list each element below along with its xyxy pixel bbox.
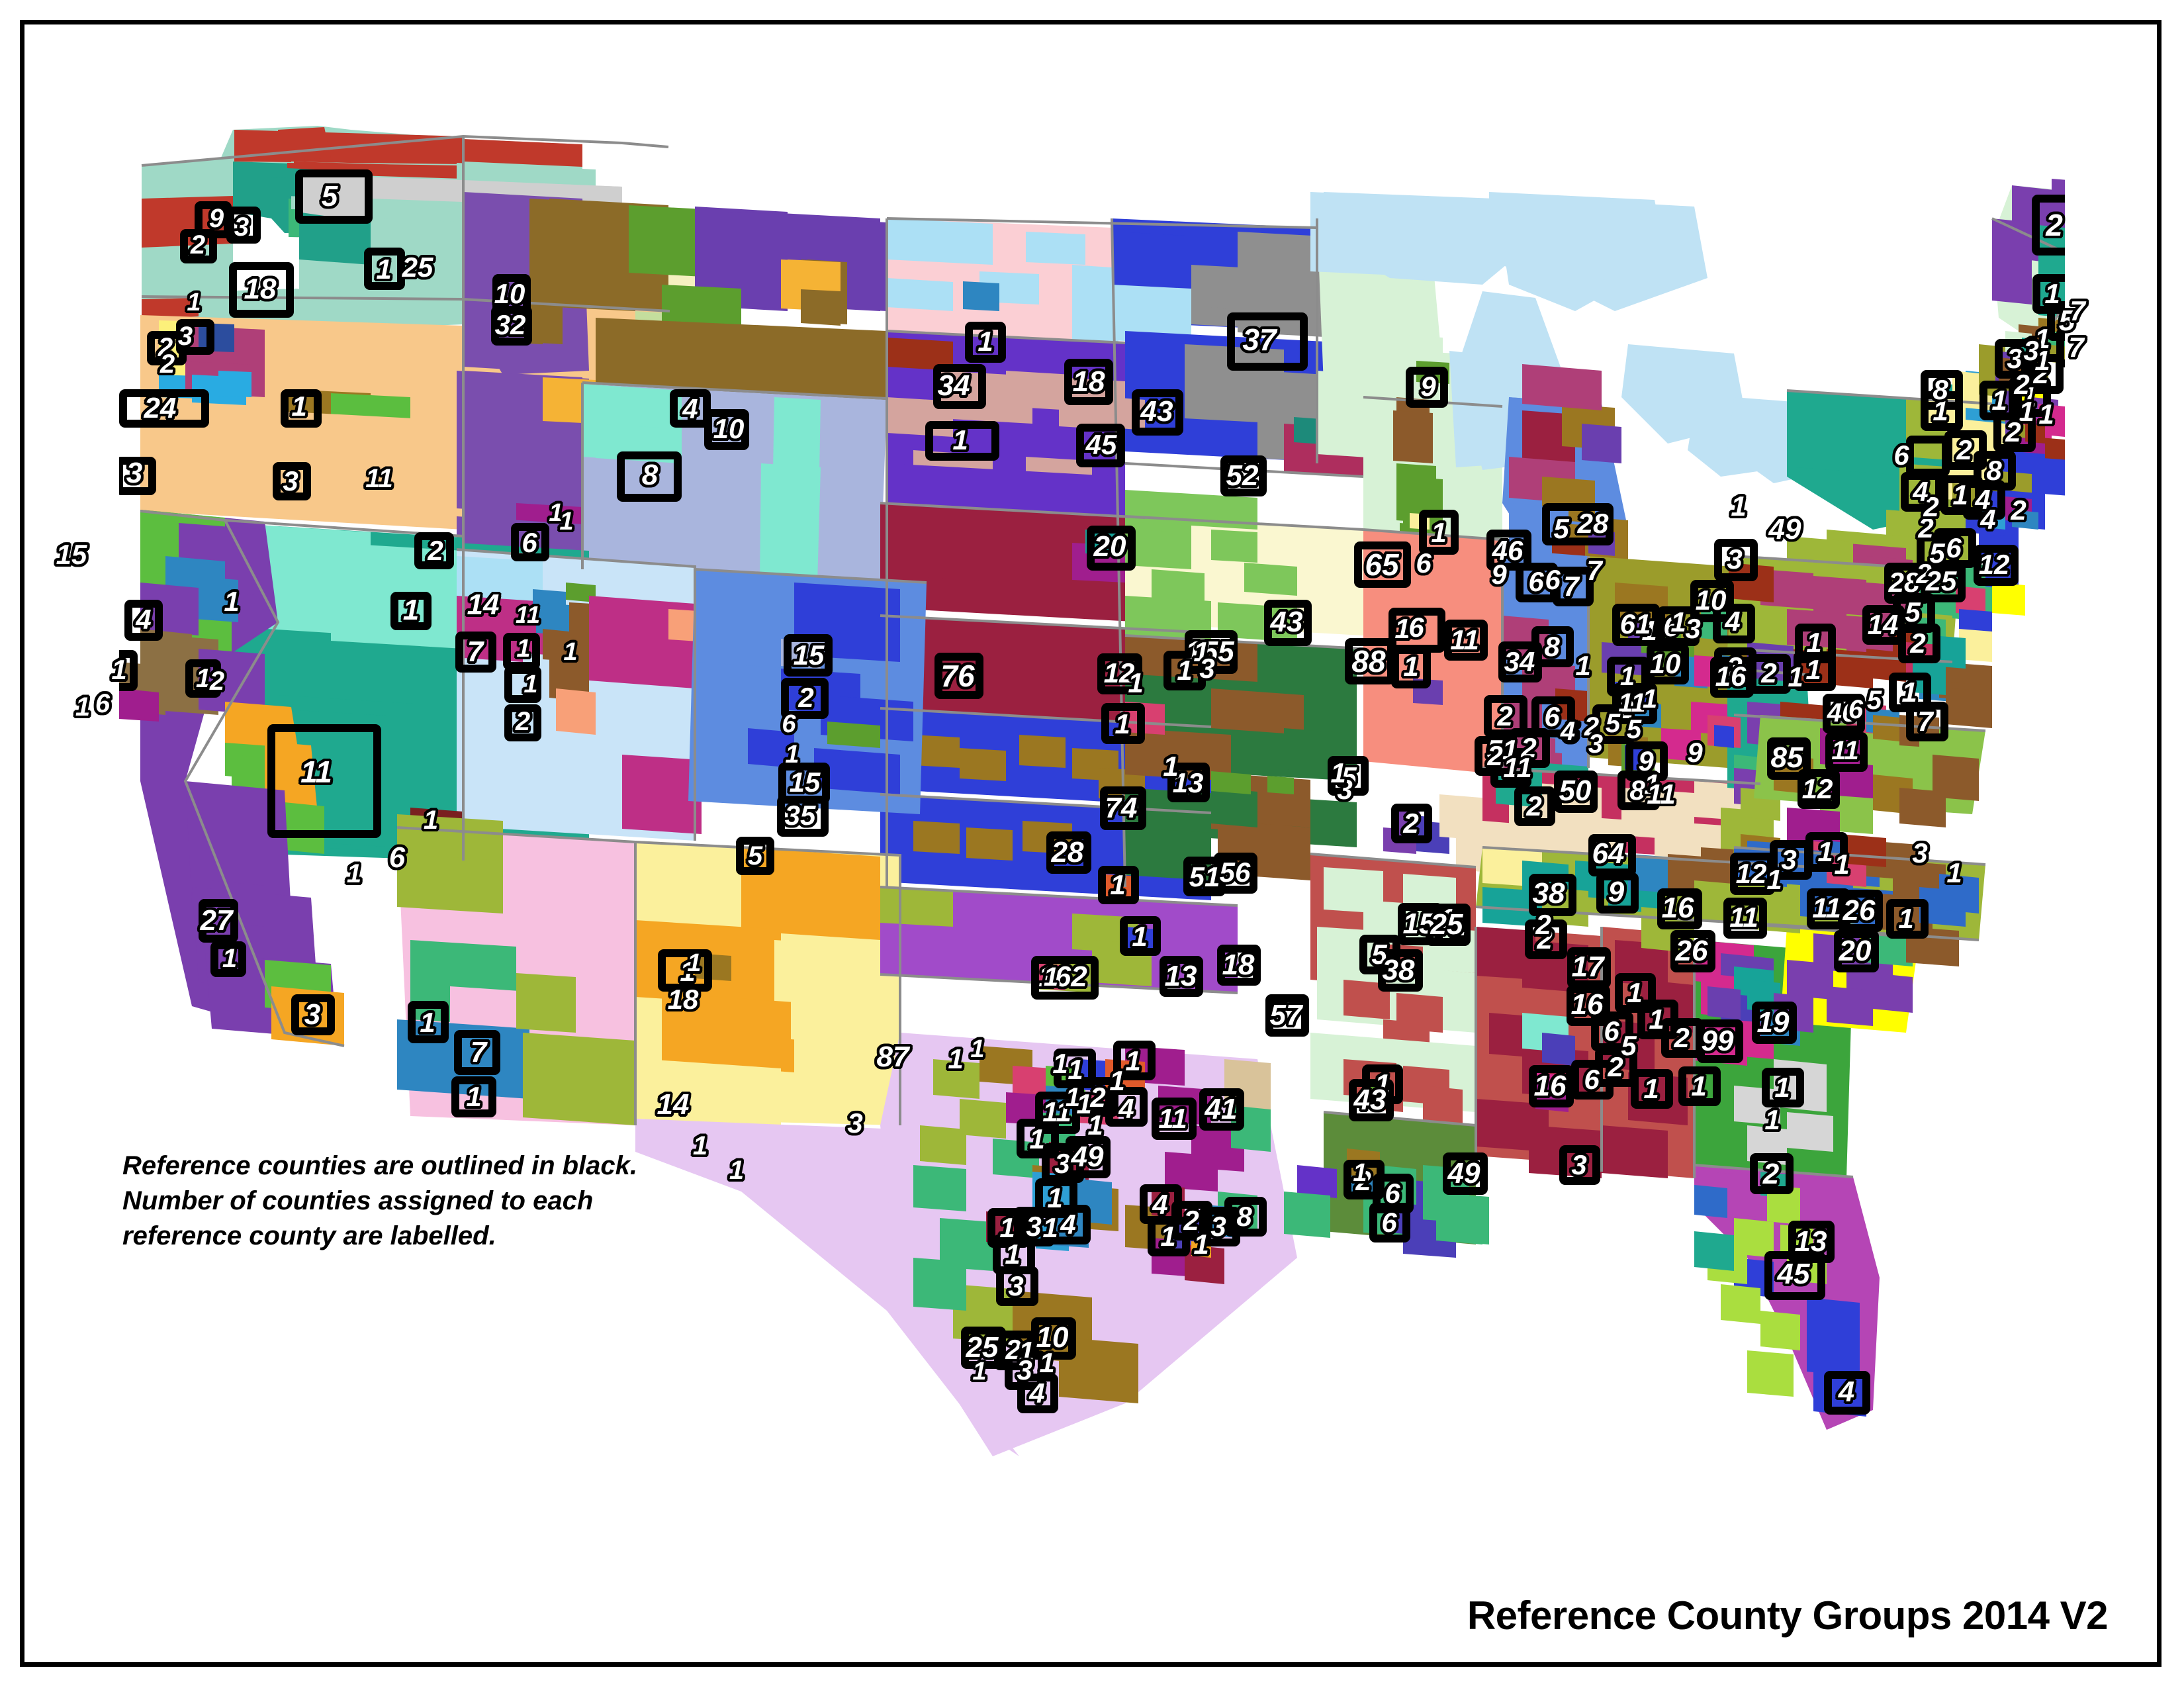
region-southwest [225,523,927,1139]
map-regions [119,126,2065,1456]
map-title: Reference County Groups 2014 V2 [1467,1593,2109,1638]
region-california [119,510,344,1046]
reference-county-outlines [119,169,2065,1415]
region-midwest [1125,218,1509,880]
map-caption: Reference counties are outlined in black… [122,1151,638,1250]
